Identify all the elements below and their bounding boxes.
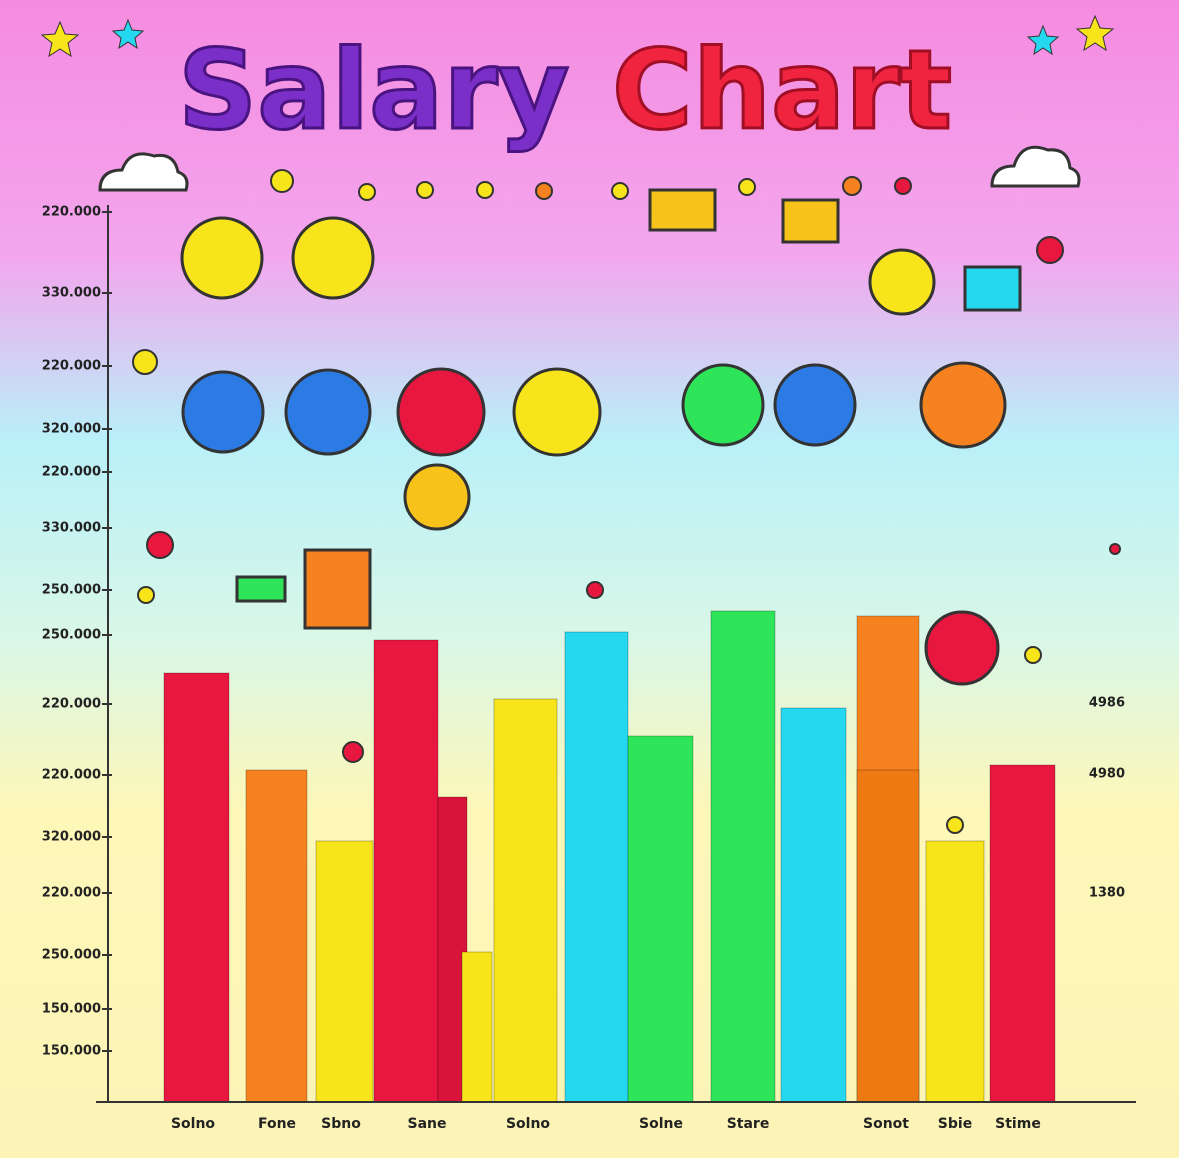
labels: 220.000 330.000 220.000 320.000 220.000 330.0… xyxy=(42,205,1125,1133)
y-axis-label: 150.000 xyxy=(42,1044,101,1059)
decorations xyxy=(40,14,1121,834)
y-axis-label: 220.000 xyxy=(42,465,101,480)
y-axis-label: 330.000 xyxy=(42,521,101,536)
title: Salary Chart xyxy=(177,25,954,156)
dot xyxy=(416,181,434,199)
dot xyxy=(586,581,604,599)
dot xyxy=(1036,236,1064,264)
coin-icon xyxy=(403,463,471,531)
bar xyxy=(925,840,985,1103)
dot xyxy=(358,183,376,201)
y-axis-label: 220.000 xyxy=(42,886,101,901)
y-axis-label: 250.000 xyxy=(42,583,101,598)
title-first: Salary xyxy=(178,26,569,154)
x-axis-label: Sonot xyxy=(863,1116,909,1132)
dot xyxy=(894,177,912,195)
title-second: Chart xyxy=(612,26,952,154)
x-axis-label: Sbno xyxy=(321,1116,361,1132)
x-axis-label: Sbie xyxy=(938,1116,972,1132)
cloud xyxy=(990,145,1081,188)
sign-icon xyxy=(235,575,287,603)
person-icon xyxy=(284,368,372,456)
bar xyxy=(245,769,308,1103)
x-axis-label: Solno xyxy=(171,1116,215,1132)
x-axis-label: Stime xyxy=(995,1116,1041,1132)
dot xyxy=(342,741,364,763)
right-label: 4986 xyxy=(1089,696,1125,711)
coin-icon xyxy=(180,216,264,300)
y-axis-label: 220.000 xyxy=(42,359,101,374)
x-axis-label: Solne xyxy=(639,1116,683,1132)
dot xyxy=(738,178,756,196)
y-axis-label: 320.000 xyxy=(42,422,101,437)
y-axis-label: 150.000 xyxy=(42,1002,101,1017)
dot xyxy=(146,531,174,559)
y-axis-label: 330.000 xyxy=(42,286,101,301)
bar xyxy=(710,610,776,1103)
dot xyxy=(946,816,964,834)
y-axis-label: 220.000 xyxy=(42,205,101,220)
right-label: 4980 xyxy=(1089,767,1125,782)
person-icon xyxy=(396,367,486,457)
person-icon xyxy=(181,370,265,454)
sign-icon xyxy=(303,548,372,630)
cloud xyxy=(98,152,189,192)
bar xyxy=(627,735,694,1103)
star xyxy=(111,18,145,50)
star xyxy=(40,20,80,58)
bar xyxy=(856,769,920,1103)
dot xyxy=(137,586,155,604)
star xyxy=(1026,24,1060,56)
person-icon xyxy=(681,363,765,447)
sign-icon xyxy=(648,188,717,232)
coin-icon xyxy=(512,367,602,457)
dot xyxy=(270,169,294,193)
dot xyxy=(535,182,553,200)
x-axis-label: Solno xyxy=(506,1116,550,1132)
dot xyxy=(476,181,494,199)
person-icon xyxy=(773,363,857,447)
star xyxy=(1075,14,1115,52)
bar xyxy=(163,672,230,1103)
bar xyxy=(989,764,1056,1103)
y-axis-label: 220.000 xyxy=(42,697,101,712)
dot xyxy=(611,182,629,200)
y-axis-label: 220.000 xyxy=(42,768,101,783)
bars xyxy=(163,610,1056,1103)
bar xyxy=(780,707,847,1103)
x-axis-label: Sane xyxy=(408,1116,447,1132)
bar xyxy=(437,796,468,1103)
sign-icon xyxy=(781,198,840,244)
bar xyxy=(564,631,629,1103)
dot xyxy=(1109,543,1121,555)
x-axis-label: Stare xyxy=(727,1116,770,1132)
bar xyxy=(461,951,493,1103)
coin-icon xyxy=(291,216,375,300)
person-icon xyxy=(919,361,1007,449)
x-axis-label: Fone xyxy=(258,1116,296,1132)
person-icon xyxy=(924,610,1000,686)
card-icon xyxy=(963,265,1022,312)
y-axis-label: 250.000 xyxy=(42,948,101,963)
dot xyxy=(1024,646,1042,664)
dot xyxy=(132,349,158,375)
coin-icon xyxy=(868,248,936,316)
y-axis-label: 320.000 xyxy=(42,830,101,845)
y-axis-label: 250.000 xyxy=(42,628,101,643)
dot xyxy=(842,176,862,196)
right-label: 1380 xyxy=(1089,886,1125,901)
bar xyxy=(315,840,374,1103)
bar xyxy=(373,639,439,1103)
bar xyxy=(493,698,558,1103)
